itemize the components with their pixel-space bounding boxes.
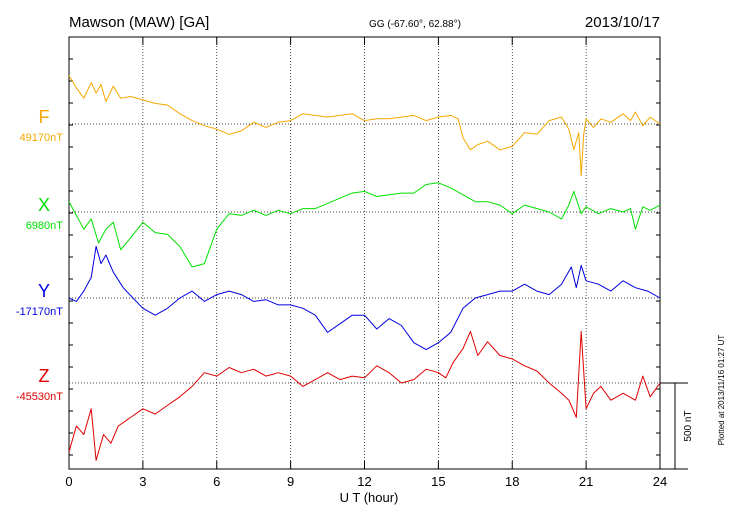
x-axis: 0 3 6 9 12 15 18 21 24 [65, 37, 667, 489]
series-line-f [68, 75, 661, 177]
series-lines [68, 75, 661, 461]
series-line-x [68, 182, 661, 268]
series-line-z [68, 330, 661, 461]
baseline-value-f: 49170nT [20, 132, 64, 144]
scale-bar: 500 nT [660, 382, 694, 470]
x-tick-label: 9 [287, 474, 294, 489]
station-coordinates: GG (-67.60°, 62.88°) [369, 19, 461, 30]
series-name-z: Z [39, 366, 50, 386]
series-name-x: X [38, 195, 50, 215]
x-tick-label: 3 [139, 474, 146, 489]
x-tick-label: 12 [357, 474, 371, 489]
baseline-value-x: 6980nT [26, 220, 64, 232]
chart-date: 2013/10/17 [585, 14, 660, 31]
baselines [69, 123, 660, 384]
baseline-value-z: -45530nT [16, 391, 63, 403]
series-labels: F 49170nT X 6980nT Y -17170nT Z -45530nT [16, 107, 63, 403]
x-tick-label: 0 [65, 474, 72, 489]
series-name-y: Y [38, 281, 50, 301]
plotted-timestamp: Plotted at 2013/11/16 01:27 UT [717, 335, 726, 446]
x-axis-label: U T (hour) [340, 490, 399, 505]
x-tick-label: 15 [431, 474, 445, 489]
scale-bar-label: 500 nT [683, 410, 694, 441]
x-tick-label: 18 [505, 474, 519, 489]
x-tick-label: 21 [579, 474, 593, 489]
baseline-value-y: -17170nT [16, 306, 63, 318]
x-tick-label: 6 [213, 474, 220, 489]
x-tick-label: 24 [653, 474, 667, 489]
series-name-f: F [39, 107, 50, 127]
series-line-y [68, 245, 661, 351]
grid [142, 37, 587, 469]
chart-title: Mawson (MAW) [GA] [69, 14, 209, 31]
